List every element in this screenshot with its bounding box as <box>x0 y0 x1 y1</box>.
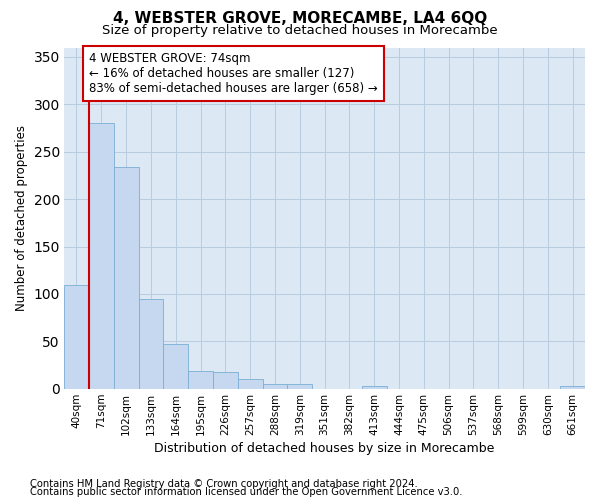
Bar <box>114 167 139 389</box>
Bar <box>263 384 287 389</box>
Y-axis label: Number of detached properties: Number of detached properties <box>15 125 28 311</box>
Bar <box>89 124 114 389</box>
Text: Contains public sector information licensed under the Open Government Licence v3: Contains public sector information licen… <box>30 487 463 497</box>
Bar <box>287 384 312 389</box>
Bar <box>188 371 213 389</box>
Bar <box>560 386 585 389</box>
Bar <box>362 386 386 389</box>
Bar <box>238 380 263 389</box>
Bar <box>163 344 188 389</box>
Text: 4 WEBSTER GROVE: 74sqm
← 16% of detached houses are smaller (127)
83% of semi-de: 4 WEBSTER GROVE: 74sqm ← 16% of detached… <box>89 52 377 95</box>
X-axis label: Distribution of detached houses by size in Morecambe: Distribution of detached houses by size … <box>154 442 495 455</box>
Text: Contains HM Land Registry data © Crown copyright and database right 2024.: Contains HM Land Registry data © Crown c… <box>30 479 418 489</box>
Text: Size of property relative to detached houses in Morecambe: Size of property relative to detached ho… <box>102 24 498 37</box>
Bar <box>213 372 238 389</box>
Bar <box>139 298 163 389</box>
Bar <box>64 286 89 389</box>
Text: 4, WEBSTER GROVE, MORECAMBE, LA4 6QQ: 4, WEBSTER GROVE, MORECAMBE, LA4 6QQ <box>113 11 487 26</box>
